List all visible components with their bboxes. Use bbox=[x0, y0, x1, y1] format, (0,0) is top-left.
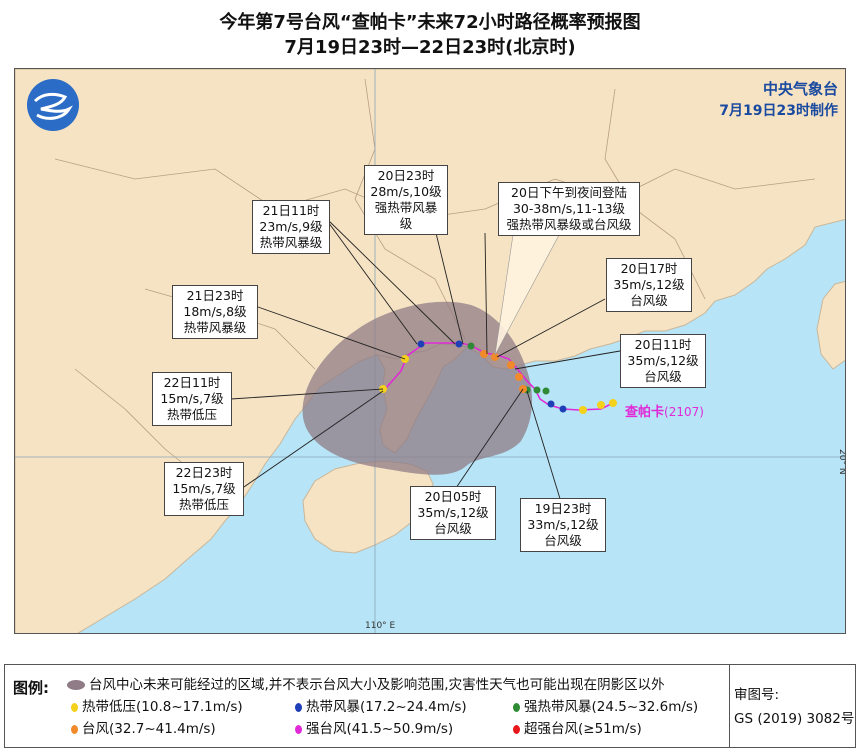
issuer-time: 7月19日23时制作 bbox=[719, 103, 838, 119]
legend-item-ty: 台风(32.7~41.4m/s) bbox=[71, 717, 216, 737]
typhoon-number: (2107) bbox=[664, 405, 704, 419]
legend-panel: 图例: 台风中心未来可能经过的区域,并不表示台风大小及影响范围,灾害性天气也可能… bbox=[4, 664, 856, 748]
callout-landfall: 20日下午到夜间登陆 30-38m/s,11-13级 强热带风暴级或台风级 bbox=[498, 182, 640, 236]
review-box: 审图号: GS (2019) 3082号 bbox=[729, 665, 856, 747]
issuer-org: 中央气象台 bbox=[762, 80, 838, 98]
legend-item-superty: 超强台风(≥51m/s) bbox=[513, 717, 642, 737]
cone-swatch-icon bbox=[67, 680, 85, 690]
probability-cone bbox=[302, 301, 533, 475]
ty-swatch-icon bbox=[71, 724, 78, 734]
legend-title: 图例: bbox=[13, 679, 49, 697]
map-title: 今年第7号台风“查帕卡”未来72小时路径概率预报图 bbox=[219, 12, 641, 33]
callout-20d05h: 20日05时 35m/s,12级 台风级 bbox=[410, 486, 496, 540]
callout-22d11h: 22日11时 15m/s,7级 热带低压 bbox=[152, 372, 232, 426]
map-subtitle: 7月19日23时—22日23时(北京时) bbox=[284, 37, 576, 58]
callout-20d11h: 20日11时 35m/s,12级 台风级 bbox=[620, 334, 706, 388]
superty-swatch-icon bbox=[513, 724, 520, 734]
forecast-map: 110° E 20° N 查帕卡(2107) bbox=[14, 68, 846, 634]
lat-axis-label: 20° N bbox=[837, 449, 846, 475]
review-code: GS (2019) 3082号 bbox=[734, 711, 855, 727]
legend-cone: 台风中心未来可能经过的区域,并不表示台风大小及影响范围,灾害性天气也可能出现在阴… bbox=[67, 673, 665, 693]
review-label: 审图号: bbox=[734, 687, 780, 703]
callout-19d23h: 19日23时 33m/s,12级 台风级 bbox=[520, 498, 606, 552]
legend-item-td: 热带低压(10.8~17.1m/s) bbox=[71, 695, 243, 715]
legend-item-sty: 强台风(41.5~50.9m/s) bbox=[295, 717, 453, 737]
sty-swatch-icon bbox=[295, 724, 302, 734]
callout-22d23h: 22日23时 15m/s,7级 热带低压 bbox=[164, 462, 244, 516]
callout-21d23h: 21日23时 18m/s,8级 热带风暴级 bbox=[172, 285, 258, 339]
td-swatch-icon bbox=[71, 702, 78, 712]
map-canvas bbox=[15, 69, 845, 633]
typhoon-name-label: 查帕卡(2107) bbox=[625, 401, 704, 420]
cma-logo-icon bbox=[27, 79, 79, 131]
ts-swatch-icon bbox=[295, 702, 302, 712]
lon-axis-label: 110° E bbox=[365, 621, 396, 631]
sts-swatch-icon bbox=[513, 702, 520, 712]
callout-20d17h: 20日17时 35m/s,12级 台风级 bbox=[606, 258, 692, 312]
legend-item-sts: 强热带风暴(24.5~32.6m/s) bbox=[513, 695, 698, 715]
typhoon-name: 查帕卡 bbox=[625, 405, 665, 420]
taiwan-island bbox=[816, 280, 845, 370]
legend-item-ts: 热带风暴(17.2~24.4m/s) bbox=[295, 695, 467, 715]
callout-21d11h: 21日11时 23m/s,9级 热带风暴级 bbox=[252, 200, 330, 254]
callout-20d23h: 20日23时 28m/s,10级 强热带风暴级 bbox=[364, 165, 448, 235]
